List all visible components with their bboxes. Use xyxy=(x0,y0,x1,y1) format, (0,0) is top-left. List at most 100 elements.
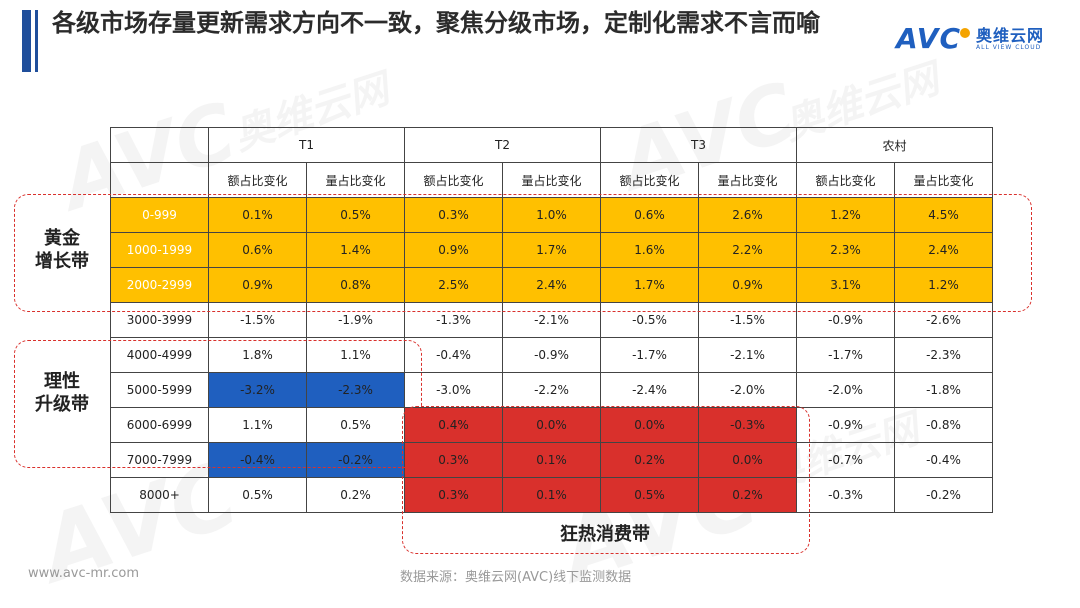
table-cell: 0.8% xyxy=(306,267,405,303)
table-cell: -0.3% xyxy=(698,407,797,443)
table-cell: 1.1% xyxy=(208,407,307,443)
rational-zone-outline xyxy=(14,340,422,468)
row-label: 0-999 xyxy=(110,197,209,233)
table-cell: 0.9% xyxy=(404,232,503,268)
subheader-cell: 额占比变化 xyxy=(796,162,895,198)
table-cell: -0.7% xyxy=(796,442,895,478)
hot-zone-label: 狂热消费带 xyxy=(560,524,650,545)
table-row: 8000+ 0.5% 0.2% 0.3% 0.1% 0.5% 0.2% -0.3… xyxy=(110,477,993,513)
row-label: 8000+ xyxy=(110,477,209,513)
avc-logo: AVC 奥维云网 ALL VIEW CLOUD xyxy=(896,18,1066,60)
table-cell: 0.2% xyxy=(600,442,699,478)
subheader-cell: 量占比变化 xyxy=(894,162,993,198)
group-header-rural: 农村 xyxy=(796,127,993,163)
table-cell: -1.7% xyxy=(796,337,895,373)
table-cell: 1.4% xyxy=(306,232,405,268)
corner-cell xyxy=(110,162,209,198)
table-row: 4000-4999 1.8% 1.1% -0.4% -0.9% -1.7% -2… xyxy=(110,337,993,373)
table-cell: 0.5% xyxy=(306,407,405,443)
table-row: 0-999 0.1% 0.5% 0.3% 1.0% 0.6% 2.6% 1.2%… xyxy=(110,197,993,233)
table-cell: -2.3% xyxy=(894,337,993,373)
subheader-row: 额占比变化 量占比变化 额占比变化 量占比变化 额占比变化 量占比变化 额占比变… xyxy=(110,162,993,198)
table-row: 7000-7999 -0.4% -0.2% 0.3% 0.1% 0.2% 0.0… xyxy=(110,442,993,478)
logo-dot-icon xyxy=(960,28,970,38)
logo-mark: AVC xyxy=(896,22,961,55)
table-cell: -2.2% xyxy=(502,372,601,408)
table-row: 1000-1999 0.6% 1.4% 0.9% 1.7% 1.6% 2.2% … xyxy=(110,232,993,268)
logo-chinese: 奥维云网 xyxy=(976,26,1045,45)
table-cell: -2.0% xyxy=(796,372,895,408)
table-cell: 1.7% xyxy=(600,267,699,303)
rational-zone-label: 理性 升级带 xyxy=(35,371,89,415)
row-label: 1000-1999 xyxy=(110,232,209,268)
table-cell: -3.0% xyxy=(404,372,503,408)
table-cell: 0.3% xyxy=(404,197,503,233)
table-cell: -0.2% xyxy=(306,442,405,478)
gold-zone-outline xyxy=(14,194,1032,312)
table-cell: 1.7% xyxy=(502,232,601,268)
website-footer: www.avc-mr.com xyxy=(28,566,140,581)
table-cell: -2.1% xyxy=(698,337,797,373)
table-cell: 0.3% xyxy=(404,477,503,513)
row-label: 2000-2999 xyxy=(110,267,209,303)
table-cell: 0.2% xyxy=(306,477,405,513)
table-cell: 0.5% xyxy=(306,197,405,233)
table-cell: -0.5% xyxy=(600,302,699,338)
table-cell: 0.6% xyxy=(208,232,307,268)
table-row: 3000-3999 -1.5% -1.9% -1.3% -2.1% -0.5% … xyxy=(110,302,993,338)
group-header-t3: T3 xyxy=(600,127,797,163)
table-row: 5000-5999 -3.2% -2.3% -3.0% -2.2% -2.4% … xyxy=(110,372,993,408)
row-label: 3000-3999 xyxy=(110,302,209,338)
table-cell: -0.3% xyxy=(796,477,895,513)
table-cell: -2.0% xyxy=(698,372,797,408)
table-cell: 1.8% xyxy=(208,337,307,373)
table-cell: 1.0% xyxy=(502,197,601,233)
group-header-t2: T2 xyxy=(404,127,601,163)
row-label: 4000-4999 xyxy=(110,337,209,373)
table-cell: -3.2% xyxy=(208,372,307,408)
gold-zone-label: 黄金 增长带 xyxy=(35,228,89,272)
table-cell: 0.9% xyxy=(698,267,797,303)
table-cell: 1.2% xyxy=(796,197,895,233)
table-cell: -2.3% xyxy=(306,372,405,408)
logo-english: ALL VIEW CLOUD xyxy=(976,44,1042,51)
table-row: 2000-2999 0.9% 0.8% 2.5% 2.4% 1.7% 0.9% … xyxy=(110,267,993,303)
table-cell: 0.0% xyxy=(502,407,601,443)
title-accent-bar-thin xyxy=(35,10,38,72)
table-cell: 0.0% xyxy=(600,407,699,443)
table-cell: -1.7% xyxy=(600,337,699,373)
subheader-cell: 量占比变化 xyxy=(502,162,601,198)
group-header-row: T1 T2 T3 农村 xyxy=(110,127,993,163)
corner-cell xyxy=(110,127,209,163)
table-cell: 3.1% xyxy=(796,267,895,303)
table-cell: 2.4% xyxy=(502,267,601,303)
subheader-cell: 额占比变化 xyxy=(404,162,503,198)
table-cell: 0.6% xyxy=(600,197,699,233)
table-cell: 0.1% xyxy=(502,442,601,478)
source-footer: 数据来源：奥维云网(AVC)线下监测数据 xyxy=(400,570,632,585)
group-header-t1: T1 xyxy=(208,127,405,163)
table-cell: -2.4% xyxy=(600,372,699,408)
table-cell: 2.3% xyxy=(796,232,895,268)
table-cell: 0.2% xyxy=(698,477,797,513)
table-cell: 0.1% xyxy=(208,197,307,233)
table-cell: -0.9% xyxy=(502,337,601,373)
price-band-share-table: T1 T2 T3 农村 额占比变化 量占比变化 额占比变化 量占比变化 额占比变… xyxy=(110,127,993,513)
table-cell: 1.6% xyxy=(600,232,699,268)
table-cell: 4.5% xyxy=(894,197,993,233)
table-cell: 0.5% xyxy=(600,477,699,513)
table-cell: 2.2% xyxy=(698,232,797,268)
subheader-cell: 量占比变化 xyxy=(306,162,405,198)
subheader-cell: 量占比变化 xyxy=(698,162,797,198)
table-cell: 0.1% xyxy=(502,477,601,513)
table-cell: 1.1% xyxy=(306,337,405,373)
table-cell: -1.9% xyxy=(306,302,405,338)
row-label: 6000-6999 xyxy=(110,407,209,443)
table-cell: -2.1% xyxy=(502,302,601,338)
hot-zone-outline xyxy=(402,406,810,554)
subheader-cell: 额占比变化 xyxy=(208,162,307,198)
table-row: 6000-6999 1.1% 0.5% 0.4% 0.0% 0.0% -0.3%… xyxy=(110,407,993,443)
table-cell: -0.9% xyxy=(796,407,895,443)
table-cell: -0.9% xyxy=(796,302,895,338)
table-cell: -0.2% xyxy=(894,477,993,513)
